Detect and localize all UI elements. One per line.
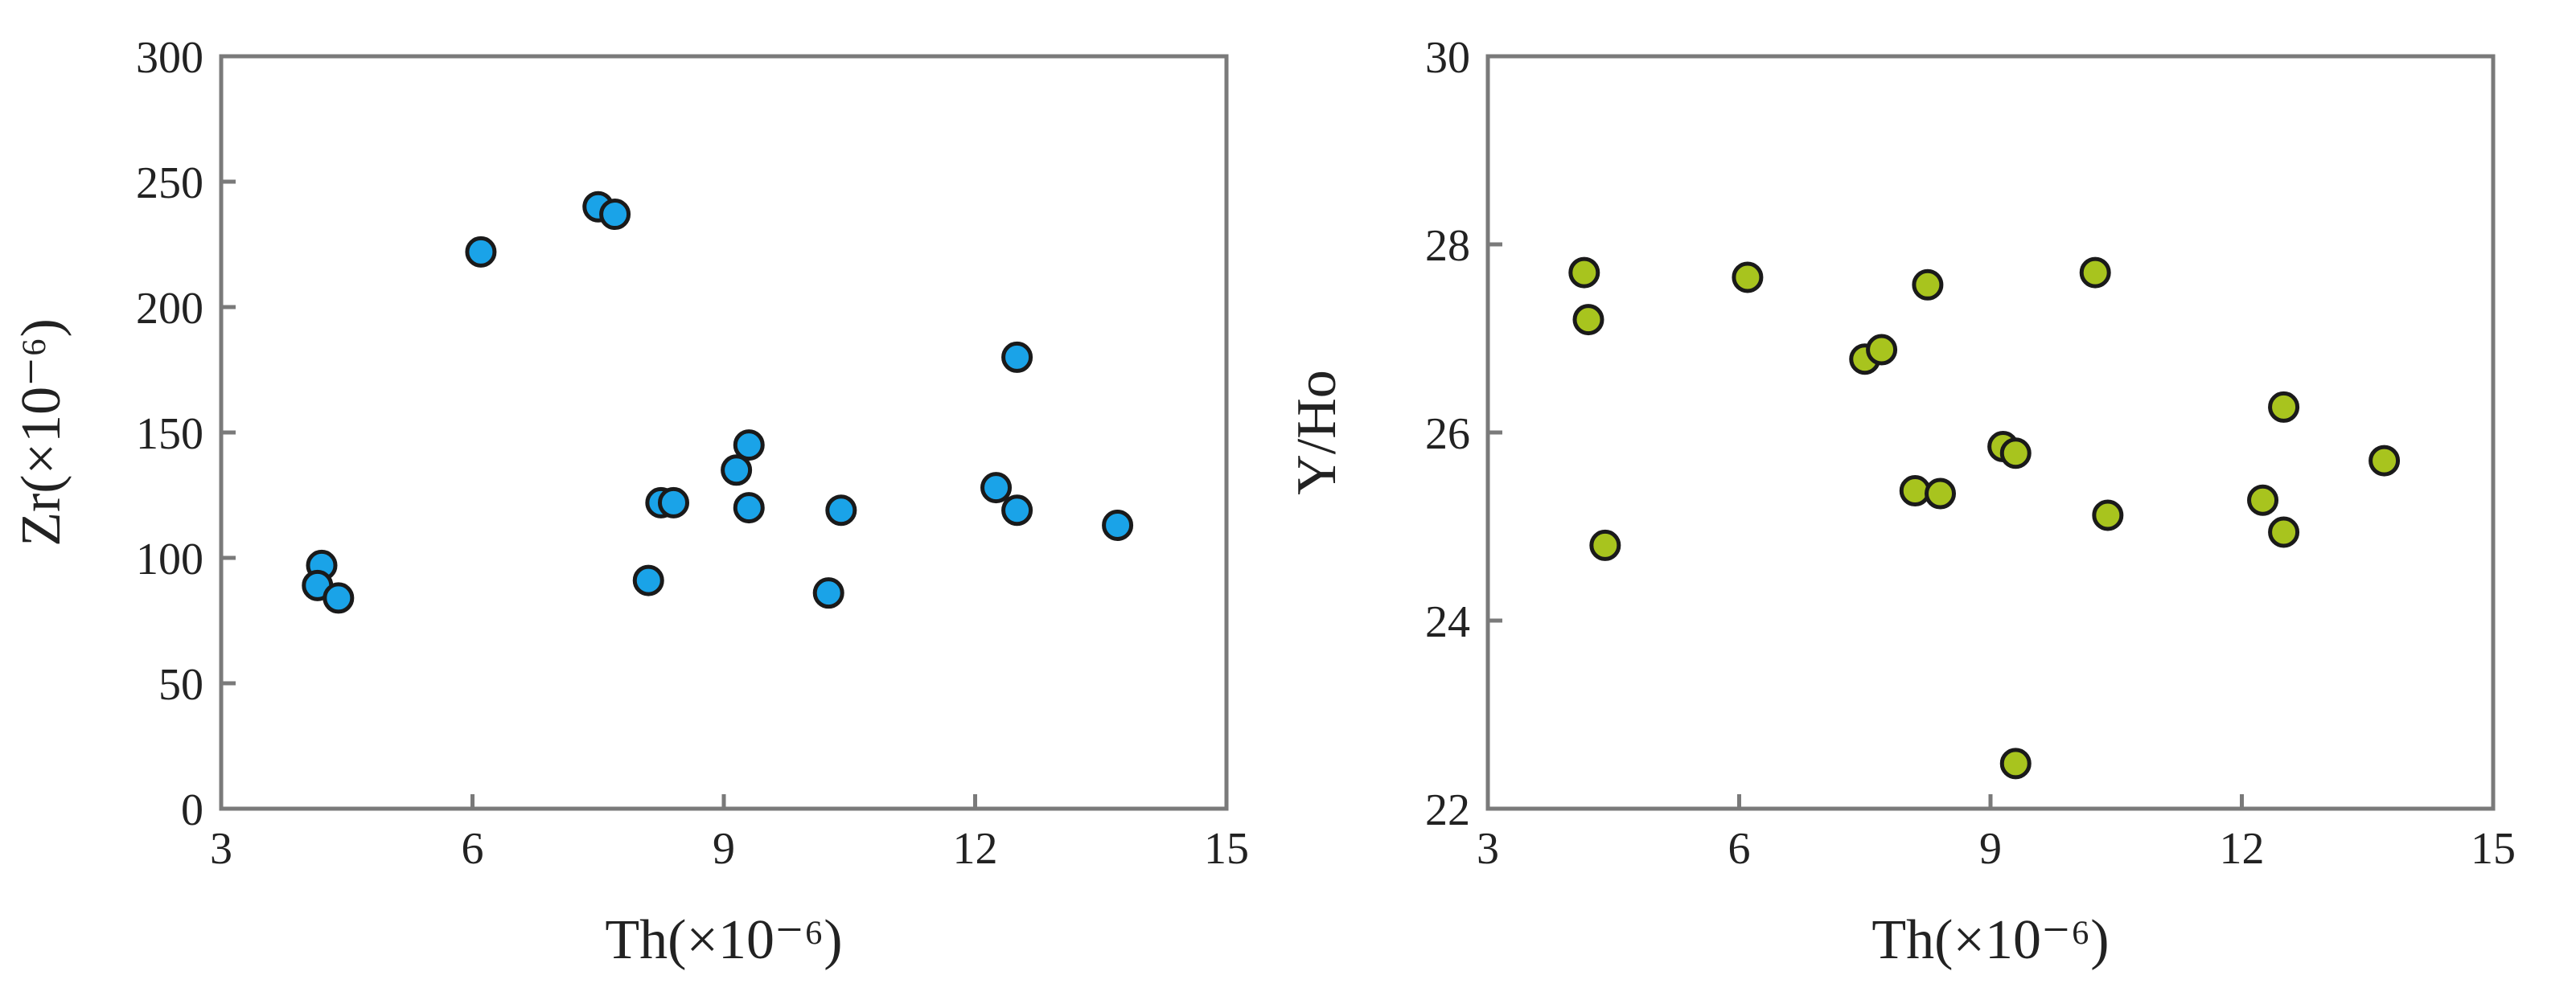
x-tick-label-right-4: 15: [2471, 824, 2516, 874]
data-point-left-16: [1001, 494, 1033, 527]
x-tick-label-left-2: 9: [713, 824, 735, 874]
data-point-right-15: [2268, 391, 2300, 423]
data-point-right-10: [1999, 437, 2032, 469]
y-tick-label-left-1: 50: [158, 660, 203, 710]
y-tick-label-left-4: 200: [136, 284, 203, 334]
x-tick-label-right-1: 6: [1728, 824, 1751, 874]
x-tick-label-right-0: 3: [1477, 824, 1499, 874]
plot-frame-left: [219, 54, 1229, 811]
data-point-right-11: [1999, 748, 2032, 780]
tick-marks-right: [1485, 54, 2496, 811]
data-point-left-6: [632, 564, 664, 596]
x-tick-label-right-3: 12: [2220, 824, 2265, 874]
y-tick-label-right-1: 24: [1425, 597, 1470, 647]
y-tick-label-left-3: 150: [136, 409, 203, 459]
data-point-left-11: [733, 492, 765, 524]
plot-frame-right: [1485, 54, 2496, 811]
data-point-left-10: [733, 429, 765, 461]
y-tick-label-right-4: 30: [1425, 33, 1470, 83]
y-tick-label-left-0: 0: [181, 785, 203, 835]
x-tick-label-left-3: 12: [953, 824, 998, 874]
data-point-right-14: [2247, 484, 2279, 516]
data-point-right-8: [1925, 477, 1956, 510]
data-point-right-0: [1568, 256, 1600, 289]
data-point-right-7: [1912, 268, 1944, 301]
data-point-left-2: [323, 582, 355, 614]
data-point-right-2: [1589, 529, 1621, 561]
x-tick-label-left-1: 6: [462, 824, 484, 874]
panel-zr-vs-th: 3 6 9 12 15 0 50 100 150 200 250 300 Th(×10⁻⁶) Zr(…: [10, 33, 1249, 971]
y-axis-label-left: Zr(×10⁻⁶): [10, 318, 72, 547]
data-point-right-13: [2092, 499, 2124, 531]
x-axis-label-left: Th(×10⁻⁶): [605, 909, 842, 971]
y-tick-label-left-2: 100: [136, 535, 203, 584]
y-tick-labels-left: 0 50 100 150 200 250 300: [136, 33, 203, 835]
x-tick-labels-right: 3 6 9 12 15: [1477, 824, 2516, 874]
data-point-left-12: [812, 577, 844, 609]
x-tick-label-left-0: 3: [210, 824, 232, 874]
panel-yho-vs-th: 3 6 9 12 15 22 24 26 28 30 Th(×10⁻⁶) Y/Ho: [1286, 33, 2516, 971]
data-point-left-13: [825, 494, 857, 527]
x-axis-label-right: Th(×10⁻⁶): [1871, 909, 2109, 971]
data-point-left-3: [465, 236, 497, 268]
scatter-points-right: [1568, 256, 2401, 780]
y-tick-label-right-3: 28: [1425, 221, 1470, 271]
data-point-right-5: [1866, 334, 1898, 366]
data-point-right-3: [1732, 261, 1764, 293]
y-axis-label-right: Y/Ho: [1286, 370, 1348, 495]
data-point-left-5: [599, 199, 631, 231]
x-tick-label-left-4: 15: [1204, 824, 1249, 874]
y-tick-label-right-0: 22: [1425, 785, 1470, 835]
data-point-left-8: [658, 486, 689, 518]
tick-marks-left: [219, 54, 1229, 811]
data-point-left-15: [1001, 341, 1033, 373]
data-point-left-9: [721, 454, 753, 486]
data-point-right-16: [2268, 516, 2300, 548]
data-point-right-6: [1899, 475, 1931, 507]
data-point-left-17: [1102, 509, 1134, 541]
scatter-points-left: [302, 191, 1134, 614]
data-point-right-12: [2079, 256, 2111, 289]
data-point-right-1: [1572, 304, 1604, 336]
y-tick-label-right-2: 26: [1425, 409, 1470, 459]
data-point-right-17: [2369, 445, 2401, 477]
x-tick-labels-left: 3 6 9 12 15: [210, 824, 1249, 874]
data-point-left-14: [980, 472, 1013, 504]
y-tick-label-left-5: 250: [136, 158, 203, 208]
y-tick-labels-right: 22 24 26 28 30: [1425, 33, 1470, 835]
y-tick-label-left-6: 300: [136, 33, 203, 83]
x-tick-label-right-2: 9: [1979, 824, 2002, 874]
